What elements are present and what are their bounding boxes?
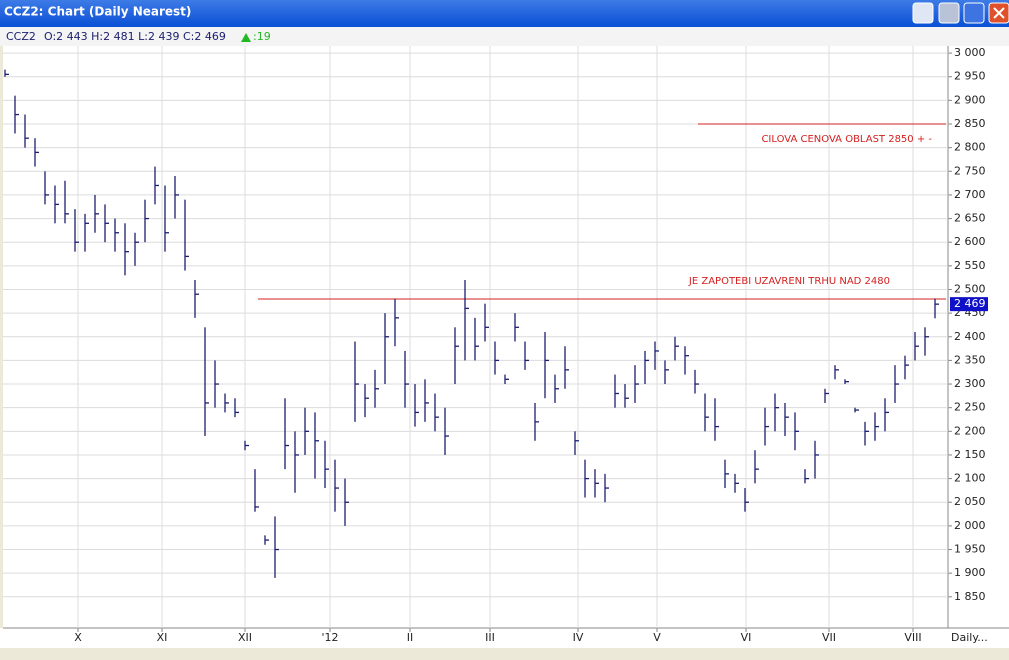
y-tick-label: 2 300 xyxy=(954,377,986,390)
y-tick-label: 2 700 xyxy=(954,188,986,201)
y-tick-label: 2 200 xyxy=(954,424,986,437)
x-tick-label: VII xyxy=(822,631,836,644)
up-arrow xyxy=(241,33,251,42)
y-tick-label: 2 250 xyxy=(954,401,986,414)
price-axis xyxy=(948,46,1009,628)
title-bar xyxy=(0,0,1009,27)
info-bar xyxy=(0,27,1009,46)
last-price-box xyxy=(950,297,988,312)
y-tick-label: 2 050 xyxy=(954,495,986,508)
ohlc-info: O:2 443 H:2 481 L:2 439 C:2 469 xyxy=(44,30,226,43)
y-tick-label: 2 000 xyxy=(954,519,986,532)
x-tick-label: X xyxy=(74,631,82,644)
y-tick-label: 2 100 xyxy=(954,472,986,485)
restore-button[interactable] xyxy=(963,2,985,24)
time-axis xyxy=(0,628,1009,648)
y-tick-label: 2 150 xyxy=(954,448,986,461)
x-tick-label: VIII xyxy=(904,631,921,644)
last-price-label: 2 469 xyxy=(954,297,986,310)
window-title: CCZ2: Chart (Daily Nearest) xyxy=(4,5,191,19)
x-tick-label: XI xyxy=(157,631,168,644)
change: :19 xyxy=(253,30,271,43)
y-tick-label: 3 000 xyxy=(954,46,986,59)
y-tick-label: 1 950 xyxy=(954,543,986,556)
y-tick-label: 2 350 xyxy=(954,353,986,366)
y-tick-label: 1 850 xyxy=(954,590,986,603)
y-tick-label: 2 850 xyxy=(954,117,986,130)
close-icon xyxy=(993,7,1005,19)
x-tick-label: IV xyxy=(573,631,584,644)
y-tick-label: 1 900 xyxy=(954,566,986,579)
y-tick-label: 2 650 xyxy=(954,212,986,225)
x-tick-label: '12 xyxy=(321,631,338,644)
y-tick-label: 2 550 xyxy=(954,259,986,272)
y-tick-label: 2 600 xyxy=(954,235,986,248)
annotation-label: CILOVA CENOVA OBLAST 2850 + - xyxy=(761,134,932,145)
x-tick-label: V xyxy=(653,631,661,644)
x-tick-label: II xyxy=(407,631,414,644)
period-label: Daily... xyxy=(951,631,988,644)
y-tick-label: 2 750 xyxy=(954,164,986,177)
annotation-label: JE ZAPOTEBI UZAVRENI TRHU NAD 2480 xyxy=(688,276,890,287)
symbol: CCZ2 xyxy=(6,30,36,43)
y-tick-label: 2 900 xyxy=(954,93,986,106)
x-tick-label: III xyxy=(485,631,495,644)
y-tick-label: 2 800 xyxy=(954,141,986,154)
x-tick-label: VI xyxy=(741,631,752,644)
x-tick-label: XII xyxy=(238,631,252,644)
y-tick-label: 2 500 xyxy=(954,282,986,295)
settings-button[interactable] xyxy=(938,2,960,24)
menu-button[interactable] xyxy=(912,2,934,24)
y-tick-label: 2 950 xyxy=(954,70,986,83)
y-tick-label: 2 400 xyxy=(954,330,986,343)
